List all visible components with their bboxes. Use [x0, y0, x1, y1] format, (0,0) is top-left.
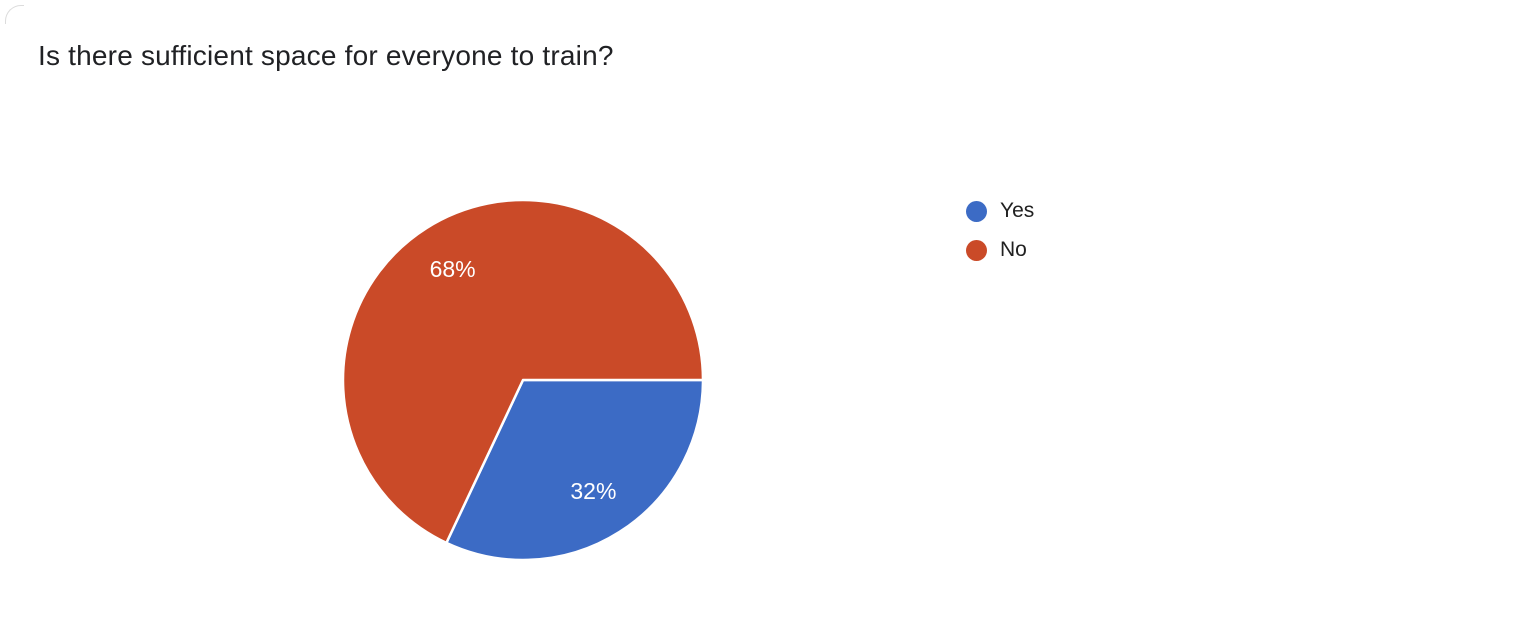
- card-corner-border: [5, 5, 24, 24]
- legend-swatch-yes-icon: [966, 200, 987, 222]
- pie-slice-no[interactable]: [341, 198, 705, 545]
- legend-label-no: No: [1000, 238, 1027, 261]
- legend-item-no: No: [966, 239, 1034, 261]
- legend-item-yes: Yes: [966, 200, 1034, 222]
- chart-title: Is there sufficient space for everyone t…: [38, 40, 614, 71]
- legend-swatch-no-icon: [966, 239, 987, 261]
- pie-slice-label-yes: 32%: [570, 478, 616, 504]
- chart-legend: Yes No: [966, 200, 1034, 261]
- pie-slice-yes[interactable]: [445, 378, 705, 562]
- legend-label-yes: Yes: [1000, 199, 1035, 222]
- pie-slice-label-no: 68%: [430, 256, 476, 282]
